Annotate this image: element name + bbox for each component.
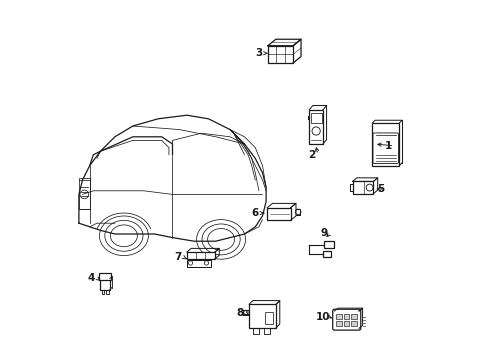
Bar bbox=[343, 321, 348, 326]
Text: 4: 4 bbox=[87, 273, 94, 283]
Bar bbox=[336, 321, 341, 326]
Ellipse shape bbox=[196, 220, 245, 259]
Bar bbox=[186, 252, 215, 259]
Bar bbox=[310, 113, 321, 123]
Text: 9: 9 bbox=[320, 228, 327, 238]
Text: 10: 10 bbox=[315, 312, 329, 322]
Bar bbox=[343, 315, 348, 319]
Text: 1: 1 bbox=[384, 141, 391, 151]
Bar bbox=[322, 251, 330, 257]
Bar bbox=[352, 181, 373, 194]
Bar bbox=[265, 312, 272, 324]
Text: 8: 8 bbox=[236, 308, 244, 318]
Ellipse shape bbox=[110, 225, 137, 247]
Bar bbox=[79, 178, 89, 209]
FancyBboxPatch shape bbox=[372, 133, 398, 163]
Bar bbox=[350, 321, 356, 326]
Text: 7: 7 bbox=[174, 252, 181, 262]
Bar bbox=[309, 110, 322, 144]
Text: 3: 3 bbox=[255, 48, 262, 58]
Ellipse shape bbox=[99, 216, 148, 256]
Bar bbox=[186, 260, 210, 267]
Bar bbox=[99, 273, 111, 280]
FancyBboxPatch shape bbox=[332, 309, 360, 330]
Text: 2: 2 bbox=[308, 150, 315, 160]
Bar bbox=[350, 315, 356, 319]
Ellipse shape bbox=[104, 220, 142, 251]
Bar bbox=[324, 241, 333, 248]
FancyBboxPatch shape bbox=[376, 136, 393, 150]
Bar bbox=[101, 279, 110, 290]
Ellipse shape bbox=[207, 229, 234, 250]
Text: 5: 5 bbox=[376, 184, 384, 194]
Text: 6: 6 bbox=[251, 208, 258, 218]
Bar bbox=[267, 46, 292, 63]
Bar bbox=[266, 208, 290, 220]
Bar bbox=[249, 304, 276, 328]
Ellipse shape bbox=[202, 224, 240, 255]
Bar bbox=[336, 315, 341, 319]
Bar bbox=[371, 123, 399, 166]
